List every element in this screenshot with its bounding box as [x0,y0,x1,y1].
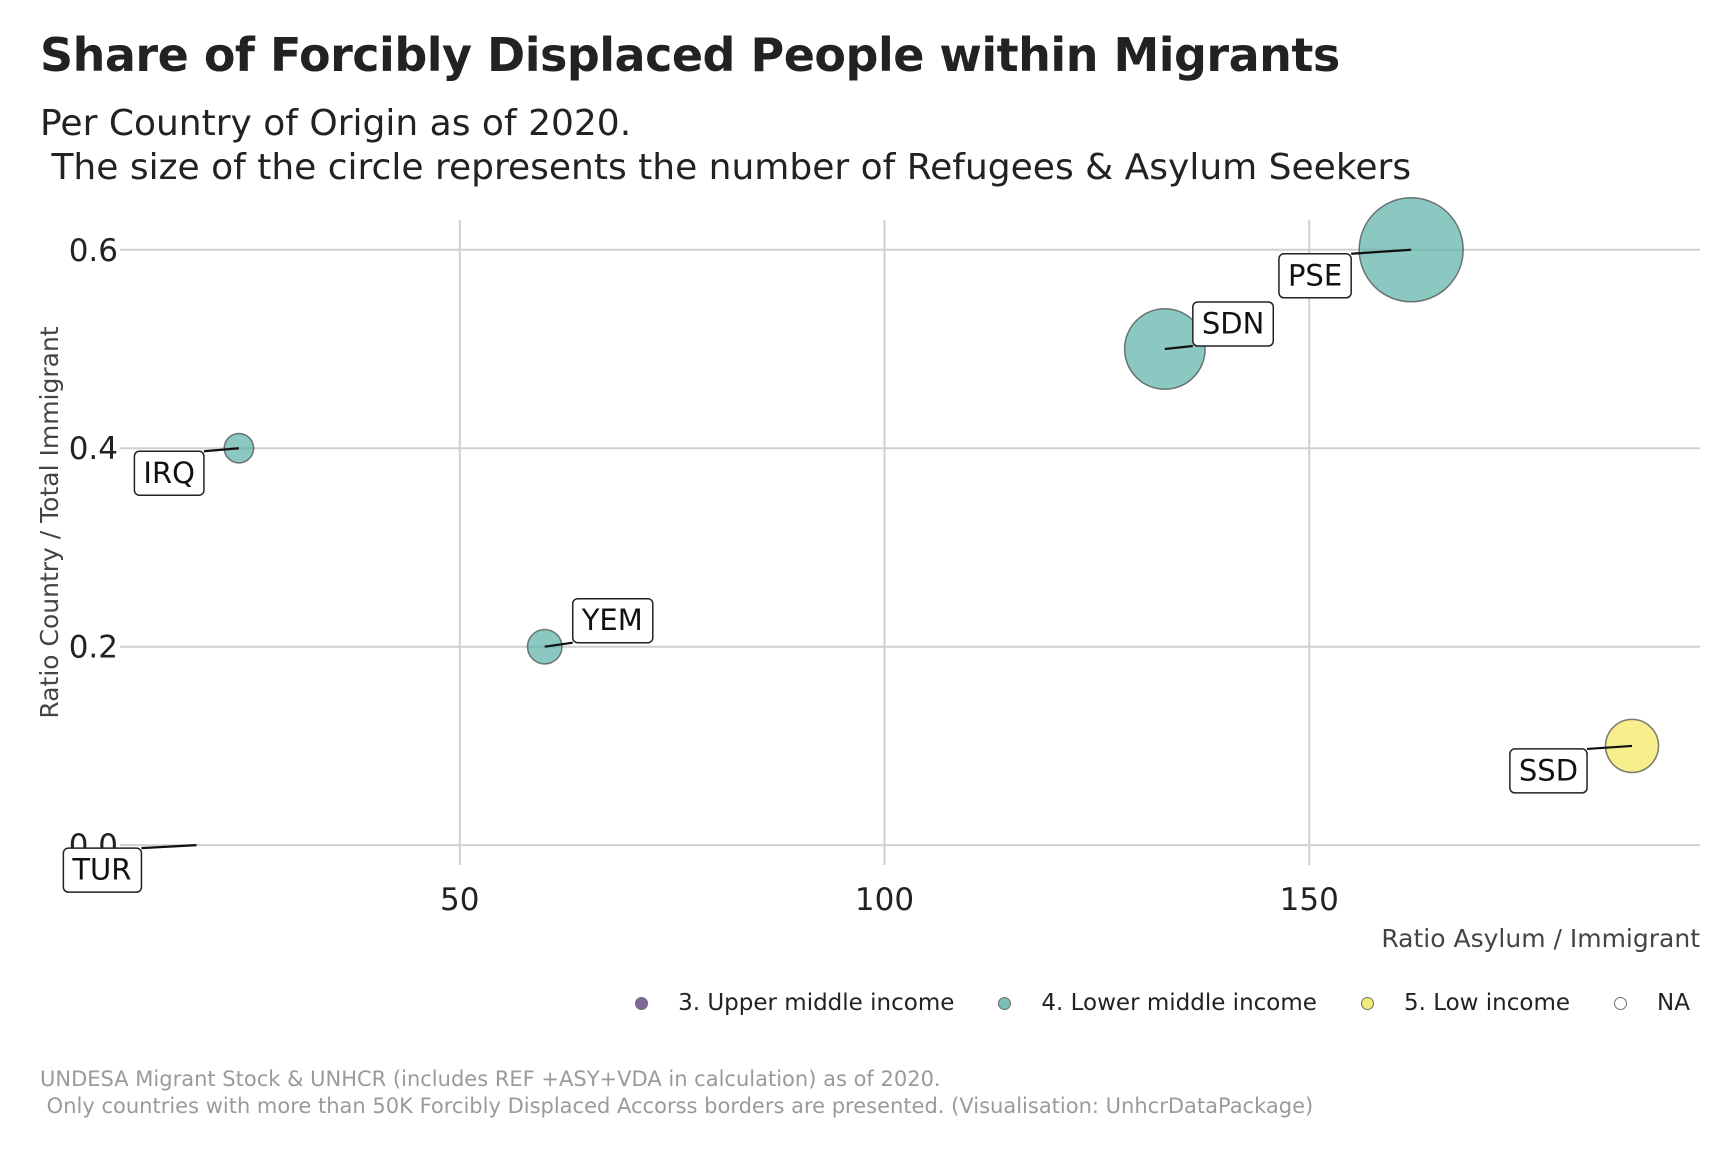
legend-key-lower-middle [998,996,1012,1010]
label-box-pse [1278,253,1352,299]
legend-key-upper-middle [635,996,649,1010]
legend-label-lower-middle: 4. Lower middle income [1041,990,1317,1016]
chart-title: Share of Forcibly Displaced People withi… [40,28,1340,82]
chart-subtitle: Per Country of Origin as of 2020. The si… [40,103,1412,188]
legend-label-low-income: 5. Low income [1403,990,1571,1016]
label-box-sdn [1192,301,1275,347]
x-tick-label: 50 [440,882,479,918]
legend-label-upper-middle: 3. Upper middle income [678,990,955,1016]
point-label-pse: PSE [1288,258,1342,292]
legend-key-low-income [1360,996,1374,1010]
y-axis-label: Ratio Country / Total Immigrant [35,326,64,718]
leader-line-yem [544,641,573,648]
legend-item-low-income: 5. Low income [1360,990,1571,1016]
leader-line-pse [1351,248,1412,255]
point-label-sdn: SDN [1202,307,1264,341]
legend: 3. Upper middle income 4. Lower middle i… [591,990,1690,1016]
y-tick-label: 0.2 [69,630,118,666]
leader-line-sdn [1164,344,1193,351]
legend-key-na [1614,996,1628,1010]
label-box-ssd [1509,748,1588,794]
legend-item-na: NA [1614,990,1690,1016]
point-label-yem: YEM [581,603,643,637]
legend-item-lower-middle: 4. Lower middle income [998,990,1317,1016]
x-tick-label: 100 [855,882,914,918]
legend-item-upper-middle: 3. Upper middle income [635,990,954,1016]
point-label-irq: IRQ [143,456,195,490]
x-tick-label: 150 [1280,882,1339,918]
x-axis-label: Ratio Asylum / Immigrant [1381,924,1700,953]
label-box-yem [571,597,654,644]
legend-label-na: NA [1657,990,1690,1016]
point-label-tur: TUR [71,853,131,887]
y-tick-label: 0.6 [69,233,118,269]
point-label-ssd: SSD [1519,753,1578,787]
leader-line-tur [141,844,197,850]
y-tick-label: 0.4 [69,431,118,467]
leader-line-ssd [1586,744,1633,751]
chart-caption: UNDESA Migrant Stock & UNHCR (includes R… [40,1067,1314,1118]
label-box-irq [133,450,205,496]
label-box-tur [62,847,143,893]
leader-line-irq [203,447,240,453]
